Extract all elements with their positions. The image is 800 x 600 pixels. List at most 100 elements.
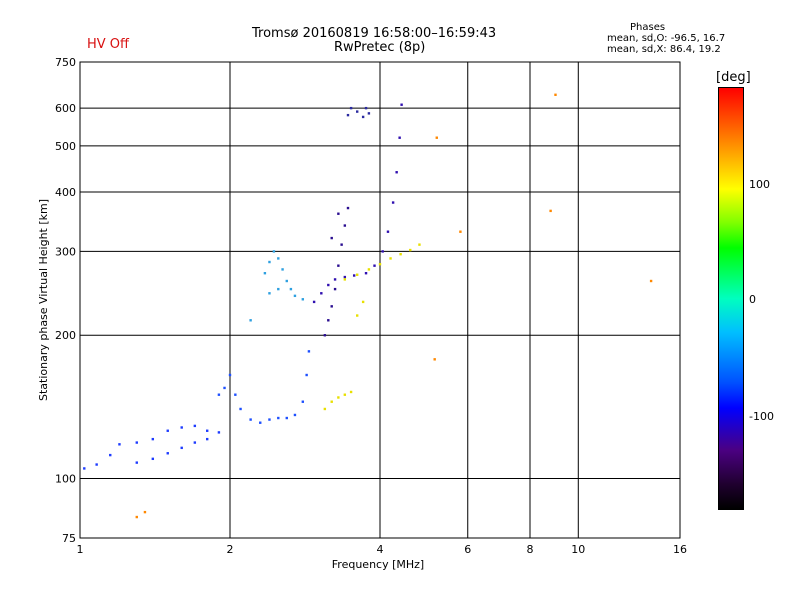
data-point — [320, 292, 323, 295]
data-point — [409, 248, 412, 252]
data-point — [330, 236, 333, 240]
x-tick-label: 10 — [571, 543, 585, 556]
y-tick-label: 100 — [55, 473, 76, 486]
data-point — [361, 115, 365, 119]
phases-heading: Phases — [630, 22, 666, 33]
data-point — [285, 279, 288, 283]
data-point — [330, 400, 333, 403]
data-point — [373, 264, 376, 267]
data-point — [180, 446, 183, 450]
data-point — [649, 279, 653, 283]
data-point — [367, 268, 371, 271]
data-point — [223, 386, 226, 390]
y-tick-labels: 75 100 200 300 400 500 600 750 — [55, 56, 76, 545]
x-tick-label: 16 — [673, 543, 687, 556]
phases-x-stats: mean, sd,X: 86.4, 19.2 — [607, 44, 721, 55]
data-point — [367, 112, 371, 115]
data-point — [239, 407, 242, 411]
data-point — [395, 171, 398, 174]
y-tick-label: 500 — [55, 140, 76, 153]
x-tick-labels: 1 2 4 6 8 10 16 — [77, 543, 688, 556]
data-point — [459, 230, 462, 233]
data-point — [323, 334, 327, 337]
data-point — [337, 264, 340, 267]
data-points — [83, 93, 653, 519]
data-point — [259, 421, 262, 424]
data-point — [349, 390, 353, 394]
data-point — [355, 273, 359, 276]
data-point — [352, 274, 356, 277]
colorbar — [718, 87, 744, 510]
data-point — [343, 393, 347, 396]
x-tick-label: 8 — [527, 543, 534, 556]
y-tick-label: 300 — [55, 245, 76, 258]
y-tick-label: 750 — [55, 56, 76, 69]
data-point — [333, 287, 337, 291]
x-tick-label: 4 — [377, 543, 384, 556]
data-point — [193, 424, 197, 428]
data-point — [135, 515, 138, 519]
data-point — [217, 393, 221, 396]
y-tick-label: 600 — [55, 102, 76, 115]
data-point — [378, 263, 382, 266]
data-point — [349, 106, 353, 110]
data-point — [337, 396, 340, 399]
data-point — [285, 416, 288, 420]
data-point — [143, 510, 147, 514]
y-tick-label: 75 — [62, 532, 76, 545]
data-point — [343, 224, 347, 227]
data-point — [118, 443, 121, 446]
data-point — [364, 272, 368, 275]
data-point — [83, 467, 86, 470]
data-point — [301, 298, 305, 301]
data-point — [389, 257, 392, 260]
data-point — [343, 275, 347, 279]
data-point — [272, 250, 276, 253]
colorbar-tick-0: 0 — [749, 293, 756, 306]
data-point — [277, 287, 280, 291]
data-point — [435, 136, 438, 139]
data-point — [180, 426, 183, 429]
data-point — [277, 257, 280, 260]
data-point — [327, 319, 330, 322]
data-point — [95, 463, 98, 466]
data-point — [249, 319, 252, 322]
colorbar-label: [deg] — [716, 70, 751, 85]
data-point — [346, 206, 350, 210]
data-point — [151, 437, 155, 441]
data-point — [289, 287, 293, 291]
x-axis-label: Frequency [MHz] — [332, 558, 424, 571]
grid-lines — [80, 62, 680, 538]
data-point — [312, 300, 316, 304]
data-point — [340, 243, 343, 246]
x-tick-label: 1 — [77, 543, 84, 556]
data-point — [399, 252, 402, 256]
data-point — [327, 283, 330, 287]
data-point — [301, 400, 305, 403]
data-point — [305, 373, 308, 377]
data-point — [135, 461, 138, 464]
data-point — [337, 212, 340, 215]
data-point — [418, 243, 421, 246]
data-point — [330, 305, 333, 308]
data-point — [263, 272, 267, 275]
data-point — [343, 278, 347, 281]
y-tick-label: 200 — [55, 329, 76, 342]
phases-o-stats: mean, sd,O: -96.5, 16.7 — [607, 33, 726, 44]
x-tick-label: 2 — [227, 543, 234, 556]
data-point — [391, 201, 395, 204]
data-point — [293, 413, 297, 417]
data-point — [166, 452, 169, 455]
chart-subtitle: RwPretec (8p) — [334, 40, 426, 55]
data-point — [234, 393, 237, 396]
data-point — [323, 407, 327, 411]
data-point — [281, 268, 284, 271]
data-point — [217, 431, 221, 434]
x-tick-label: 6 — [464, 543, 471, 556]
data-point — [364, 106, 368, 110]
data-point — [554, 93, 557, 96]
data-point — [249, 418, 252, 421]
data-point — [228, 373, 232, 377]
data-point — [333, 278, 337, 281]
